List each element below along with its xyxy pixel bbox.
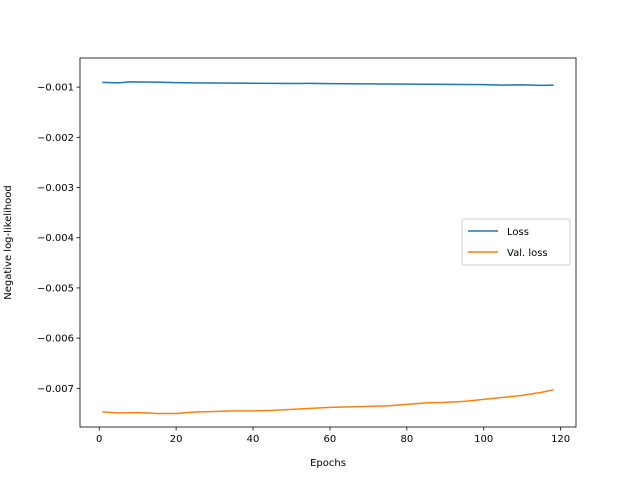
legend-label-val-loss: Val. loss [507,248,548,259]
y-tick-label: −0.001 [37,83,74,94]
series-line-loss [102,81,554,87]
y-tick-label: −0.002 [37,133,74,144]
x-tick-label: 0 [96,434,102,445]
x-tick-label: 80 [400,434,413,445]
x-tick-label: 20 [170,434,183,445]
y-tick-label: −0.007 [37,384,74,395]
x-axis: 0 20 40 60 80 100 120 [96,427,570,445]
x-axis-label: Epochs [310,458,346,469]
plot-area-frame [79,57,577,428]
y-axis-label: Negative log-likelihood [3,185,14,300]
x-tick-label: 40 [247,434,260,445]
y-tick-label: −0.004 [37,233,74,244]
legend: Loss Val. loss [461,218,571,266]
x-tick-label: 100 [474,434,493,445]
legend-label-loss: Loss [507,227,529,238]
y-axis: −0.001 −0.002 −0.003 −0.004 −0.005 −0.006 −0.0… [37,83,80,395]
series-layer [102,81,554,415]
y-tick-label: −0.006 [37,334,74,345]
y-tick-label: −0.005 [37,283,74,294]
x-tick-label: 60 [324,434,337,445]
x-tick-label: 120 [551,434,570,445]
series-line-val-loss [102,388,554,415]
y-tick-label: −0.003 [37,183,74,194]
